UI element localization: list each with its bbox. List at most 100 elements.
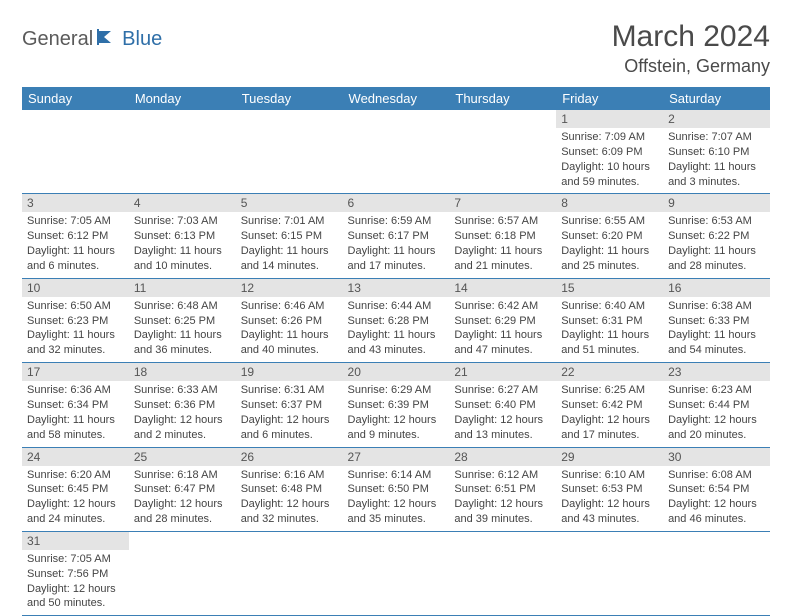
title-block: March 2024 Offstein, Germany: [612, 20, 770, 77]
day-number: 27: [343, 448, 450, 466]
calendar-day-cell: [236, 531, 343, 615]
day-number: 1: [556, 110, 663, 128]
weekday-header-row: Sunday Monday Tuesday Wednesday Thursday…: [22, 87, 770, 110]
sunset-text: Sunset: 6:13 PM: [134, 229, 231, 244]
sunrise-text: Sunrise: 6:12 AM: [454, 468, 551, 483]
calendar-day-cell: 24Sunrise: 6:20 AMSunset: 6:45 PMDayligh…: [22, 447, 129, 531]
sunset-text: Sunset: 6:09 PM: [561, 145, 658, 160]
day-number: 30: [663, 448, 770, 466]
weekday-header: Friday: [556, 87, 663, 110]
sunset-text: Sunset: 6:39 PM: [348, 398, 445, 413]
sunrise-text: Sunrise: 6:23 AM: [668, 383, 765, 398]
calendar-day-cell: 16Sunrise: 6:38 AMSunset: 6:33 PMDayligh…: [663, 278, 770, 362]
day-content: Sunrise: 6:38 AMSunset: 6:33 PMDaylight:…: [663, 297, 770, 362]
day-content: Sunrise: 6:25 AMSunset: 6:42 PMDaylight:…: [556, 381, 663, 446]
sunrise-text: Sunrise: 6:14 AM: [348, 468, 445, 483]
day-number: 13: [343, 279, 450, 297]
logo: General Blue: [22, 20, 162, 51]
day-content: Sunrise: 6:27 AMSunset: 6:40 PMDaylight:…: [449, 381, 556, 446]
weekday-header: Wednesday: [343, 87, 450, 110]
daylight-text: Daylight: 12 hours and 35 minutes.: [348, 497, 445, 527]
sunrise-text: Sunrise: 6:16 AM: [241, 468, 338, 483]
day-number: 22: [556, 363, 663, 381]
daylight-text: Daylight: 11 hours and 47 minutes.: [454, 328, 551, 358]
month-title: March 2024: [612, 20, 770, 54]
day-number: 11: [129, 279, 236, 297]
daylight-text: Daylight: 11 hours and 36 minutes.: [134, 328, 231, 358]
calendar-day-cell: 25Sunrise: 6:18 AMSunset: 6:47 PMDayligh…: [129, 447, 236, 531]
day-content: Sunrise: 7:03 AMSunset: 6:13 PMDaylight:…: [129, 212, 236, 277]
day-content: Sunrise: 6:46 AMSunset: 6:26 PMDaylight:…: [236, 297, 343, 362]
daylight-text: Daylight: 12 hours and 43 minutes.: [561, 497, 658, 527]
day-content: Sunrise: 7:09 AMSunset: 6:09 PMDaylight:…: [556, 128, 663, 193]
calendar-day-cell: [343, 110, 450, 194]
day-content: Sunrise: 6:10 AMSunset: 6:53 PMDaylight:…: [556, 466, 663, 531]
sunrise-text: Sunrise: 6:42 AM: [454, 299, 551, 314]
sunrise-text: Sunrise: 6:46 AM: [241, 299, 338, 314]
day-number: 26: [236, 448, 343, 466]
calendar-day-cell: 5Sunrise: 7:01 AMSunset: 6:15 PMDaylight…: [236, 194, 343, 278]
calendar-day-cell: 22Sunrise: 6:25 AMSunset: 6:42 PMDayligh…: [556, 363, 663, 447]
daylight-text: Daylight: 11 hours and 21 minutes.: [454, 244, 551, 274]
daylight-text: Daylight: 11 hours and 40 minutes.: [241, 328, 338, 358]
sunrise-text: Sunrise: 6:53 AM: [668, 214, 765, 229]
day-content: Sunrise: 6:48 AMSunset: 6:25 PMDaylight:…: [129, 297, 236, 362]
sunrise-text: Sunrise: 6:38 AM: [668, 299, 765, 314]
calendar-day-cell: 15Sunrise: 6:40 AMSunset: 6:31 PMDayligh…: [556, 278, 663, 362]
calendar-day-cell: 26Sunrise: 6:16 AMSunset: 6:48 PMDayligh…: [236, 447, 343, 531]
sunrise-text: Sunrise: 6:29 AM: [348, 383, 445, 398]
sunset-text: Sunset: 6:54 PM: [668, 482, 765, 497]
day-number: 21: [449, 363, 556, 381]
weekday-header: Tuesday: [236, 87, 343, 110]
sunset-text: Sunset: 6:53 PM: [561, 482, 658, 497]
sunset-text: Sunset: 6:22 PM: [668, 229, 765, 244]
calendar-week-row: 10Sunrise: 6:50 AMSunset: 6:23 PMDayligh…: [22, 278, 770, 362]
day-content: Sunrise: 6:59 AMSunset: 6:17 PMDaylight:…: [343, 212, 450, 277]
sunset-text: Sunset: 6:44 PM: [668, 398, 765, 413]
weekday-header: Sunday: [22, 87, 129, 110]
sunrise-text: Sunrise: 6:25 AM: [561, 383, 658, 398]
sunrise-text: Sunrise: 6:55 AM: [561, 214, 658, 229]
daylight-text: Daylight: 12 hours and 17 minutes.: [561, 413, 658, 443]
sunrise-text: Sunrise: 6:31 AM: [241, 383, 338, 398]
daylight-text: Daylight: 11 hours and 17 minutes.: [348, 244, 445, 274]
flag-icon: [97, 29, 119, 50]
daylight-text: Daylight: 11 hours and 14 minutes.: [241, 244, 338, 274]
daylight-text: Daylight: 12 hours and 9 minutes.: [348, 413, 445, 443]
day-number: 31: [22, 532, 129, 550]
calendar-day-cell: 8Sunrise: 6:55 AMSunset: 6:20 PMDaylight…: [556, 194, 663, 278]
daylight-text: Daylight: 10 hours and 59 minutes.: [561, 160, 658, 190]
calendar-day-cell: [236, 110, 343, 194]
location-label: Offstein, Germany: [612, 56, 770, 77]
daylight-text: Daylight: 11 hours and 25 minutes.: [561, 244, 658, 274]
calendar-day-cell: 17Sunrise: 6:36 AMSunset: 6:34 PMDayligh…: [22, 363, 129, 447]
calendar-day-cell: 9Sunrise: 6:53 AMSunset: 6:22 PMDaylight…: [663, 194, 770, 278]
sunset-text: Sunset: 6:25 PM: [134, 314, 231, 329]
calendar-day-cell: 13Sunrise: 6:44 AMSunset: 6:28 PMDayligh…: [343, 278, 450, 362]
calendar-day-cell: [449, 531, 556, 615]
daylight-text: Daylight: 11 hours and 10 minutes.: [134, 244, 231, 274]
day-number: 28: [449, 448, 556, 466]
daylight-text: Daylight: 12 hours and 24 minutes.: [27, 497, 124, 527]
sunset-text: Sunset: 6:26 PM: [241, 314, 338, 329]
day-number: 7: [449, 194, 556, 212]
day-content: Sunrise: 7:01 AMSunset: 6:15 PMDaylight:…: [236, 212, 343, 277]
sunset-text: Sunset: 6:28 PM: [348, 314, 445, 329]
daylight-text: Daylight: 12 hours and 2 minutes.: [134, 413, 231, 443]
daylight-text: Daylight: 11 hours and 6 minutes.: [27, 244, 124, 274]
day-number: 19: [236, 363, 343, 381]
sunset-text: Sunset: 6:51 PM: [454, 482, 551, 497]
calendar-day-cell: 11Sunrise: 6:48 AMSunset: 6:25 PMDayligh…: [129, 278, 236, 362]
sunset-text: Sunset: 6:10 PM: [668, 145, 765, 160]
day-number: 10: [22, 279, 129, 297]
calendar-week-row: 17Sunrise: 6:36 AMSunset: 6:34 PMDayligh…: [22, 363, 770, 447]
daylight-text: Daylight: 11 hours and 32 minutes.: [27, 328, 124, 358]
day-content: Sunrise: 6:55 AMSunset: 6:20 PMDaylight:…: [556, 212, 663, 277]
header: General Blue March 2024 Offstein, German…: [22, 20, 770, 77]
sunset-text: Sunset: 6:42 PM: [561, 398, 658, 413]
day-number: 6: [343, 194, 450, 212]
sunset-text: Sunset: 6:20 PM: [561, 229, 658, 244]
day-content: Sunrise: 6:16 AMSunset: 6:48 PMDaylight:…: [236, 466, 343, 531]
daylight-text: Daylight: 11 hours and 54 minutes.: [668, 328, 765, 358]
day-content: Sunrise: 6:53 AMSunset: 6:22 PMDaylight:…: [663, 212, 770, 277]
